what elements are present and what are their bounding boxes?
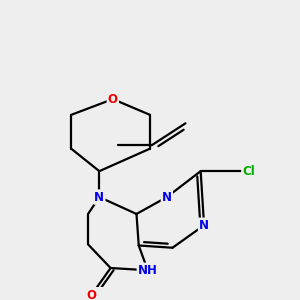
- Text: NH: NH: [138, 264, 158, 277]
- Text: N: N: [199, 219, 209, 232]
- Text: O: O: [86, 289, 96, 300]
- Text: N: N: [94, 190, 104, 204]
- Text: O: O: [108, 93, 118, 106]
- Text: Cl: Cl: [242, 165, 255, 178]
- Text: N: N: [162, 190, 172, 204]
